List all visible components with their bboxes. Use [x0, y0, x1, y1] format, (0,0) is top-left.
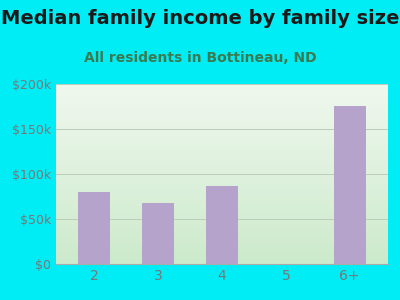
- Bar: [334, 106, 366, 264]
- Text: Median family income by family size: Median family income by family size: [1, 9, 399, 28]
- Bar: [206, 186, 238, 264]
- Text: All residents in Bottineau, ND: All residents in Bottineau, ND: [84, 51, 316, 65]
- Bar: [78, 192, 110, 264]
- Bar: [142, 203, 174, 264]
